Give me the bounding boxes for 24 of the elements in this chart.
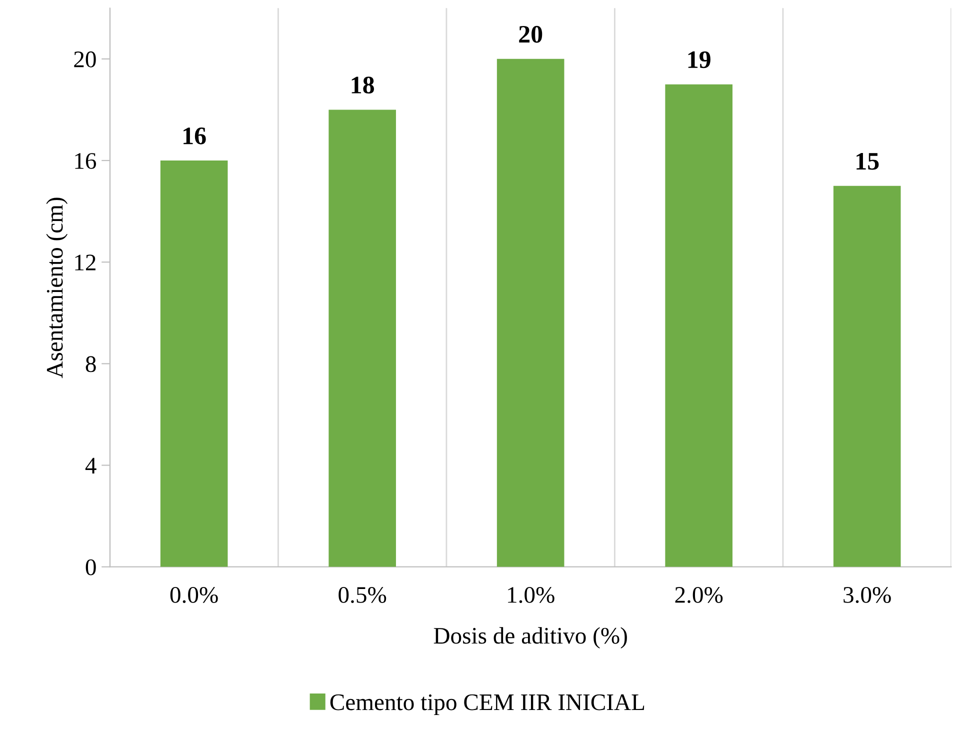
y-tick-label: 12 xyxy=(75,254,96,270)
x-tick-label: 0.5% xyxy=(338,586,386,604)
y-axis-title: Asentamiento (cm) xyxy=(46,198,68,378)
data-label: 15 xyxy=(856,152,879,170)
bar xyxy=(665,84,732,567)
x-tick-label: 3.0% xyxy=(844,586,891,604)
legend-label: Cemento tipo CEM IIR INICIAL xyxy=(330,694,644,716)
bar xyxy=(160,160,228,567)
y-tick-label: 4 xyxy=(85,458,96,474)
bar xyxy=(328,110,396,567)
x-tick-label: 2.0% xyxy=(675,586,723,604)
data-label: 20 xyxy=(519,26,542,43)
y-tick-label: 8 xyxy=(86,356,96,372)
data-label: 18 xyxy=(352,76,374,94)
y-tick-label: 20 xyxy=(74,51,96,68)
x-axis-title: Dosis de aditivo (%) xyxy=(434,627,627,649)
y-tick-label: 16 xyxy=(75,153,96,169)
bar xyxy=(833,186,901,567)
bar xyxy=(496,58,564,567)
x-tick-label: 0.0% xyxy=(170,586,218,604)
data-label: 19 xyxy=(688,51,710,68)
data-label: 16 xyxy=(184,128,206,144)
y-tick-label: 0 xyxy=(86,559,96,576)
x-tick-label: 1.0% xyxy=(508,586,554,604)
